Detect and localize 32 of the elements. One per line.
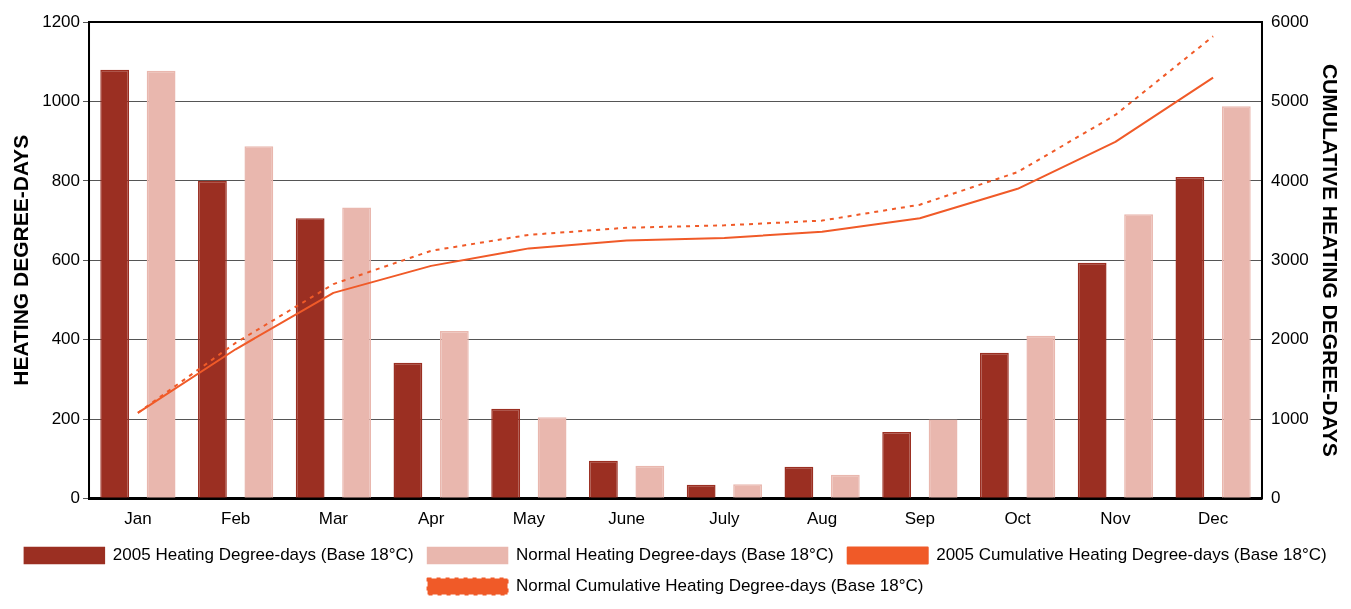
x-tick-label: May <box>512 509 546 529</box>
x-tick-label: Apr <box>417 509 445 529</box>
y2-tick-label: 5000 <box>1270 91 1309 111</box>
y-tick-label: 0 <box>70 488 81 508</box>
y2-tick-label: 3000 <box>1270 249 1309 269</box>
y-tick-label: 200 <box>51 408 81 428</box>
y-tick-label: 800 <box>51 170 81 190</box>
x-tick-label: Jan <box>124 509 152 529</box>
y2-tick-label: 6000 <box>1270 11 1309 31</box>
y-tick-label: 400 <box>51 329 81 349</box>
x-tick-label: Aug <box>807 509 838 529</box>
legend-label: Normal Heating Degree-days (Base 18°C) <box>516 545 834 565</box>
x-tick-label: Sep <box>904 509 935 529</box>
x-tick-label: Dec <box>1197 509 1229 529</box>
x-tick-label: July <box>709 509 740 529</box>
legend-label: 2005 Cumulative Heating Degree-days (Base 18°C) <box>936 545 1327 565</box>
x-tick-label: Oct <box>1004 509 1032 529</box>
x-tick-label: Mar <box>318 509 349 529</box>
legend-label: 2005 Heating Degree-days (Base 18°C) <box>112 545 414 565</box>
y-tick-label: 600 <box>51 249 81 269</box>
y2-axis-title: CUMULATIVE HEATING DEGREE-DAYS <box>1318 63 1342 457</box>
x-tick-label: June <box>608 509 646 529</box>
y-tick-label: 1000 <box>42 91 81 111</box>
x-tick-label: Feb <box>220 509 251 529</box>
y2-tick-label: 4000 <box>1270 170 1309 190</box>
y-axis-title: HEATING DEGREE-DAYS <box>9 134 33 386</box>
y2-tick-label: 2000 <box>1270 329 1309 349</box>
y2-tick-label: 0 <box>1270 488 1281 508</box>
y2-tick-label: 1000 <box>1270 408 1309 428</box>
x-tick-label: Nov <box>1100 509 1131 529</box>
legend-label: Normal Cumulative Heating Degree-days (Base 18°C) <box>516 576 924 596</box>
y-tick-label: 1200 <box>42 11 81 31</box>
